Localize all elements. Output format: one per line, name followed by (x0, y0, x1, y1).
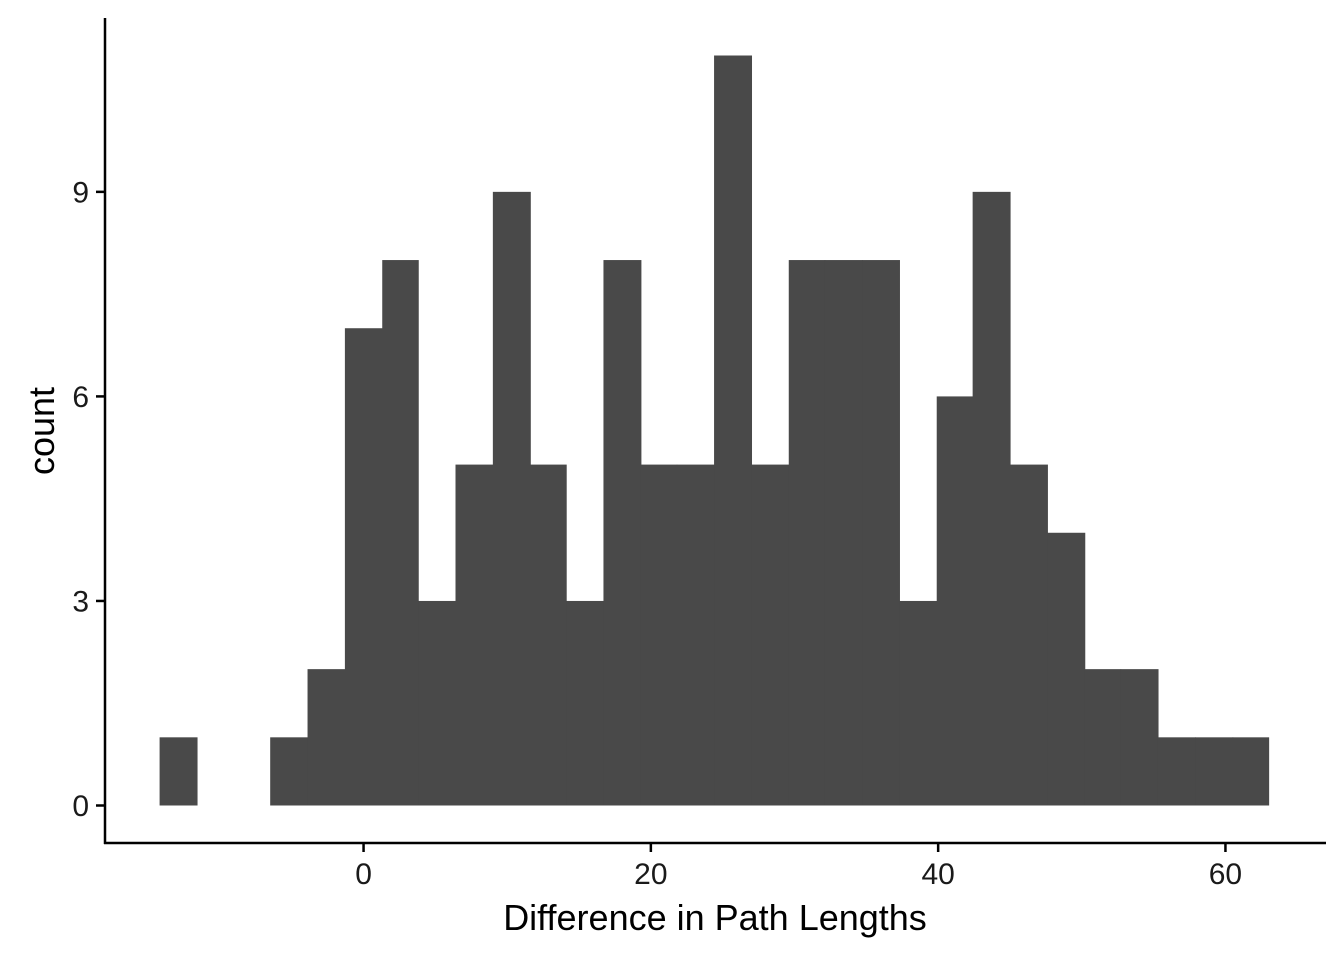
histogram-bar (159, 737, 198, 806)
histogram-bar (824, 260, 863, 806)
histogram-bar (936, 396, 974, 806)
histogram-bar (788, 260, 826, 806)
histogram-bar (418, 600, 457, 806)
histogram-bar (603, 260, 642, 806)
axes (103, 18, 1326, 845)
y-tick-label: 9 (72, 176, 89, 209)
histogram-bar (1195, 737, 1234, 806)
histogram-bar (862, 260, 900, 806)
y-tick-label: 6 (72, 381, 89, 414)
histogram-bar (530, 464, 567, 806)
histogram-bar (1232, 737, 1270, 806)
histogram-bar (899, 600, 938, 806)
x-tick-label: 0 (355, 858, 372, 891)
histogram-bar (566, 600, 605, 806)
x-axis-ticks: 0 20 40 60 (355, 843, 1242, 891)
y-tick-label: 0 (72, 790, 89, 823)
histogram-bar (714, 55, 753, 806)
histogram-bar (344, 328, 383, 806)
histogram-bar (1009, 464, 1048, 806)
histogram-bar (455, 464, 494, 806)
histogram-bar (1157, 737, 1196, 806)
histogram-bar (972, 191, 1011, 806)
histogram-bar (1084, 669, 1122, 806)
histogram-bar (1047, 532, 1086, 806)
x-axis-title: Difference in Path Lengths (503, 897, 927, 938)
x-tick-label: 20 (634, 858, 667, 891)
y-axis-ticks: 0 3 6 9 (72, 176, 105, 823)
histogram-bar (751, 464, 790, 806)
y-axis-title: count (21, 387, 62, 475)
histogram-bar (382, 260, 419, 806)
x-tick-label: 60 (1209, 858, 1242, 891)
histogram-bar (1120, 669, 1159, 806)
histogram-bar (307, 669, 346, 806)
histogram-bar (492, 191, 531, 806)
histogram-bar (270, 737, 309, 806)
histogram-bar (640, 464, 678, 806)
histogram-bars (159, 55, 1270, 806)
histogram-bar (676, 464, 715, 806)
y-tick-label: 3 (72, 585, 89, 618)
x-tick-label: 40 (921, 858, 954, 891)
